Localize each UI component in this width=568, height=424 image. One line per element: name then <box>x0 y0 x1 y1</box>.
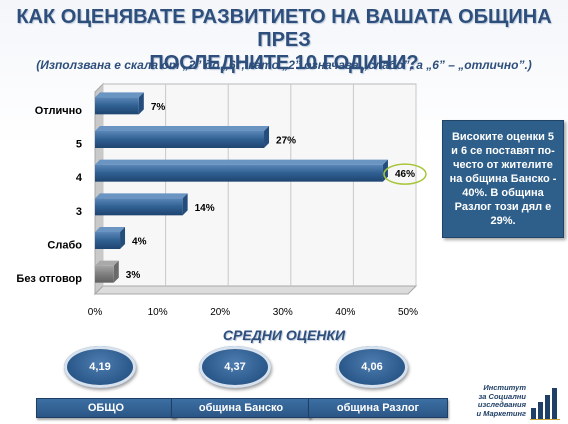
y-category-label: 3 <box>76 206 82 218</box>
bar-end-face <box>264 126 270 148</box>
data-label: 27% <box>276 136 296 147</box>
average-value-total: 4,19 <box>89 361 111 373</box>
logo-line-2: за Социални <box>478 391 526 401</box>
callout-text: Високите оценки 5 и 6 се поставят по-чес… <box>449 131 557 227</box>
bar-top-face <box>95 260 119 266</box>
title-line-1: КАК ОЦЕНЯВАТЕ РАЗВИТИЕТО НА ВАШАТА ОБЩИН… <box>16 6 552 51</box>
x-tick-label: 10% <box>148 307 168 318</box>
average-label-razlog: община Разлог <box>308 398 448 418</box>
average-label-bansko-text: община Банско <box>198 402 284 414</box>
x-tick-label: 0% <box>88 307 103 318</box>
data-label: 3% <box>126 270 141 281</box>
highlight-ring <box>383 163 427 185</box>
average-value-bansko: 4,37 <box>224 361 246 373</box>
bar <box>95 97 139 115</box>
y-category-label: 5 <box>76 139 82 151</box>
data-label: 7% <box>151 102 166 113</box>
bar-top-face <box>95 193 188 199</box>
bar-logo-icon <box>530 388 560 420</box>
page-subtitle: (Използвана е скала от „2” до „6”, като … <box>36 58 532 72</box>
x-tick-label: 20% <box>210 307 230 318</box>
average-label-bansko: община Банско <box>171 398 311 418</box>
y-category-label: 4 <box>76 172 83 184</box>
logo-line-3: изследвания <box>477 400 526 409</box>
logo-text: Институт за Социални изследвания и Марке… <box>474 383 526 418</box>
data-label: 4% <box>132 237 147 248</box>
average-label-razlog-text: община Разлог <box>336 402 420 414</box>
x-tick-label: 30% <box>273 307 293 318</box>
y-category-label: Слабо <box>47 240 82 252</box>
institute-logo: Институт за Социални изследвания и Марке… <box>474 383 564 422</box>
data-label: 14% <box>195 203 215 214</box>
bar-top-face <box>95 159 388 165</box>
bar-end-face <box>113 260 119 283</box>
title-line-2: ПОСЛЕДНИТЕ 10 ГОДИНИ? <box>149 52 419 74</box>
page-title: КАК ОЦЕНЯВАТЕ РАЗВИТИЕТО НА ВАШАТА ОБЩИН… <box>0 6 568 75</box>
averages-title: СРЕДНИ ОЦЕНКИ <box>222 327 346 343</box>
bar-top-face <box>95 126 270 131</box>
bar <box>95 164 383 182</box>
average-label-total: ОБЩО <box>36 398 176 418</box>
average-oval-razlog: 4,06 <box>336 346 408 388</box>
y-category-label: Отлично <box>35 105 83 117</box>
bar <box>95 232 121 249</box>
chart-back-wall <box>102 83 417 287</box>
average-oval-bansko: 4,37 <box>199 346 271 388</box>
chart-floor <box>93 285 418 295</box>
x-tick-label: 40% <box>335 307 355 318</box>
callout-box: Високите оценки 5 и 6 се поставят по-чес… <box>442 120 564 238</box>
bar <box>95 198 183 216</box>
bar-chart: 0% 10% 20% 30% 40% 50% Отлично 7% 5 27% 4 46% 3 14% Сл… <box>16 82 427 318</box>
bar-end-face <box>182 193 188 216</box>
bar-end-face <box>138 92 144 115</box>
average-label-total-text: ОБЩО <box>87 402 125 414</box>
y-category-label: Без отговор <box>16 273 82 285</box>
data-label: 46% <box>395 169 415 180</box>
average-value-razlog: 4,06 <box>361 361 383 373</box>
bar <box>95 131 265 148</box>
bar-top-face <box>95 227 126 232</box>
bar-end-face <box>120 227 126 249</box>
logo-line-4: и Маркетинг <box>476 408 526 418</box>
x-tick-label: 50% <box>398 307 418 318</box>
average-oval-total: 4,19 <box>64 346 136 388</box>
bar <box>95 265 114 283</box>
logo-line-1: Институт <box>483 383 526 392</box>
bar-top-face <box>95 92 144 98</box>
